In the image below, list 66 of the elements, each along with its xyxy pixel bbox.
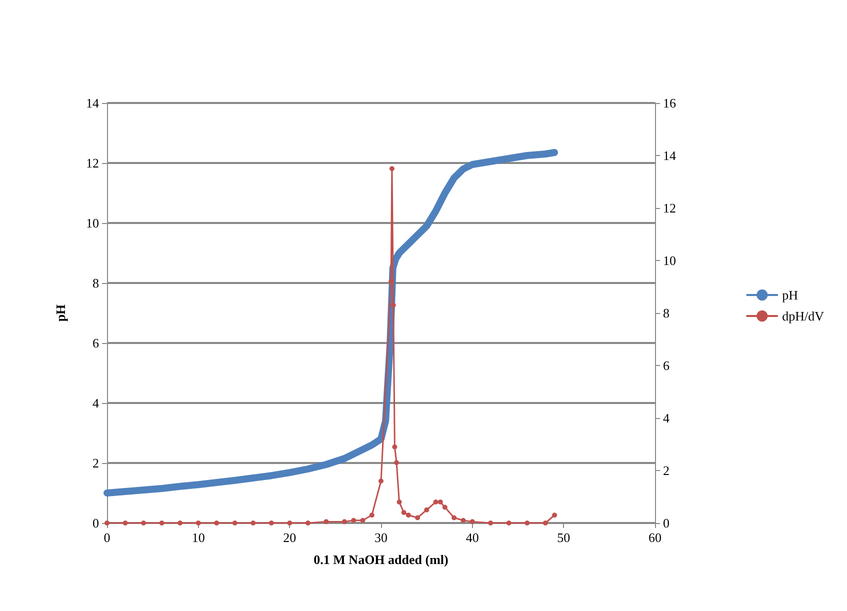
point xyxy=(442,504,448,510)
y-tick-label: 4 xyxy=(92,396,100,410)
y2-tick-label: 4 xyxy=(663,410,670,426)
point xyxy=(159,520,164,526)
point xyxy=(415,515,420,520)
y2-tick-label: 2 xyxy=(663,463,670,478)
point xyxy=(214,520,220,526)
point xyxy=(360,518,366,523)
point xyxy=(524,520,530,526)
point xyxy=(396,500,402,504)
point xyxy=(390,302,396,308)
point xyxy=(104,520,110,526)
point xyxy=(389,166,394,172)
point xyxy=(232,520,238,526)
point xyxy=(392,444,398,450)
x-tick-label: 30 xyxy=(374,530,388,545)
y2-tick-label: 16 xyxy=(663,96,676,110)
point xyxy=(324,519,329,524)
x-tick-label: 20 xyxy=(283,530,296,545)
y-tick-label: 6 xyxy=(92,336,100,350)
point xyxy=(433,500,438,504)
x-tick-label: 50 xyxy=(557,530,570,545)
y2-tick-label: 10 xyxy=(663,253,676,268)
x-axis-title: 0.1 M NaOH added (ml) xyxy=(314,552,448,567)
y2-tick-label: 14 xyxy=(663,148,676,163)
point xyxy=(287,520,292,526)
point xyxy=(141,520,146,526)
x-tick-label: 10 xyxy=(192,530,205,545)
point xyxy=(470,519,475,524)
point xyxy=(394,460,400,466)
y-tick-label: 0 xyxy=(92,516,99,530)
y-tick-label: 14 xyxy=(86,96,100,110)
legend-label: dpH/dV xyxy=(782,308,825,324)
y-tick-label: 12 xyxy=(86,156,99,170)
point xyxy=(122,520,128,526)
y-tick-label: 2 xyxy=(92,456,99,470)
point xyxy=(342,519,347,524)
y2-tick-label: 0 xyxy=(663,516,670,530)
point xyxy=(369,512,374,518)
y-axis-title: pH xyxy=(53,304,68,322)
point xyxy=(378,478,384,484)
point xyxy=(401,510,406,515)
point xyxy=(460,518,466,523)
point xyxy=(424,507,430,512)
point xyxy=(268,520,274,526)
x-tick-label: 0 xyxy=(104,530,110,545)
y2-tick-label: 12 xyxy=(663,200,676,216)
y-tick-label: 10 xyxy=(86,216,99,230)
point xyxy=(406,512,411,518)
point xyxy=(178,520,183,526)
point xyxy=(542,520,548,526)
y2-tick-label: 8 xyxy=(663,306,670,320)
y2-tick-label: 6 xyxy=(663,358,670,373)
point xyxy=(506,520,512,526)
y-tick-label: 8 xyxy=(92,276,99,290)
x-tick-label: 40 xyxy=(466,530,479,545)
point xyxy=(250,520,256,526)
point xyxy=(488,520,494,526)
point xyxy=(552,512,558,518)
point xyxy=(305,520,310,526)
point xyxy=(351,518,356,523)
point xyxy=(196,520,201,526)
point xyxy=(438,500,443,504)
legend-label: pH xyxy=(782,288,798,302)
point xyxy=(452,515,457,520)
x-tick-label: 60 xyxy=(648,530,662,545)
